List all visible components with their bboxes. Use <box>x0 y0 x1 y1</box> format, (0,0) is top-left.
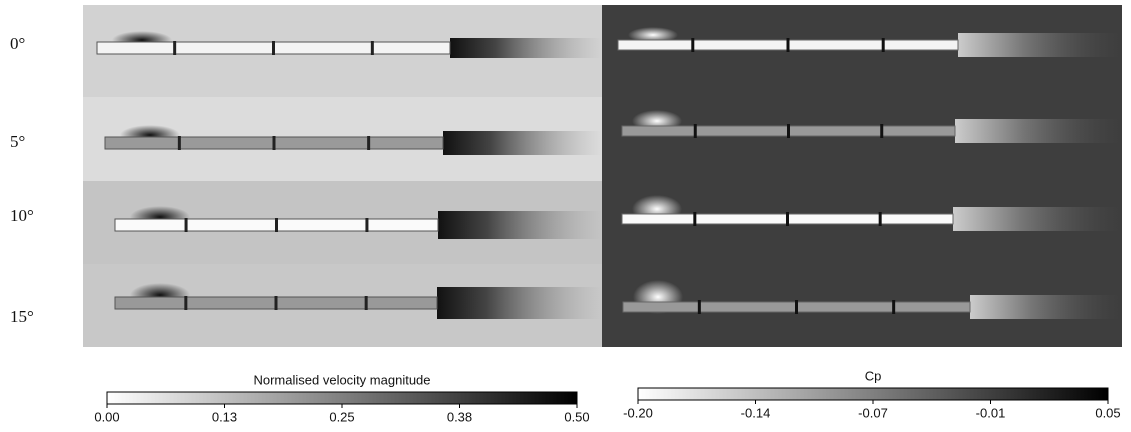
wake <box>958 33 1122 57</box>
wake <box>970 295 1122 319</box>
tick-label: -0.20 <box>623 405 653 420</box>
tick-label: -0.14 <box>741 405 771 420</box>
joint <box>184 218 188 232</box>
tick-label: 0.05 <box>1095 405 1120 420</box>
joint <box>367 136 371 150</box>
joint <box>786 212 789 226</box>
tick-label: 0.38 <box>447 409 472 424</box>
joint <box>892 300 896 314</box>
tick-label: 0.13 <box>212 409 237 424</box>
joint <box>173 41 177 55</box>
wake <box>450 38 602 58</box>
joint <box>693 212 697 226</box>
joint <box>693 124 697 138</box>
angle-label: 0° <box>10 34 25 53</box>
joint <box>787 124 790 138</box>
joint <box>697 300 701 314</box>
joint <box>365 218 369 232</box>
joint <box>274 296 278 310</box>
colorbar-title: Normalised velocity magnitude <box>253 372 430 387</box>
colorbar <box>106 391 578 405</box>
joint <box>275 218 278 232</box>
joint <box>370 41 374 55</box>
joint <box>272 41 275 55</box>
wake <box>438 211 602 239</box>
colorbar <box>637 387 1109 401</box>
wake <box>955 119 1122 143</box>
colorbar-title: Cp <box>865 368 882 383</box>
joint <box>272 136 276 150</box>
tick-label: -0.01 <box>976 405 1006 420</box>
panels <box>83 5 1122 347</box>
wake <box>443 131 602 155</box>
wake <box>437 287 602 319</box>
tick-label: 0.50 <box>564 409 589 424</box>
joint <box>786 38 790 52</box>
joint <box>881 38 885 52</box>
joint <box>184 296 188 310</box>
joint <box>795 300 798 314</box>
angle-label: 10° <box>10 206 34 225</box>
joint <box>880 124 884 138</box>
joint <box>364 296 368 310</box>
tick-label: 0.00 <box>94 409 119 424</box>
angle-label: 15° <box>10 307 34 326</box>
joint <box>878 212 882 226</box>
suction <box>628 27 678 43</box>
joint <box>691 38 695 52</box>
joint <box>177 136 181 150</box>
tick-label: -0.07 <box>858 405 888 420</box>
tick-label: 0.25 <box>329 409 354 424</box>
angle-label: 5° <box>10 132 25 151</box>
wake <box>953 207 1122 231</box>
